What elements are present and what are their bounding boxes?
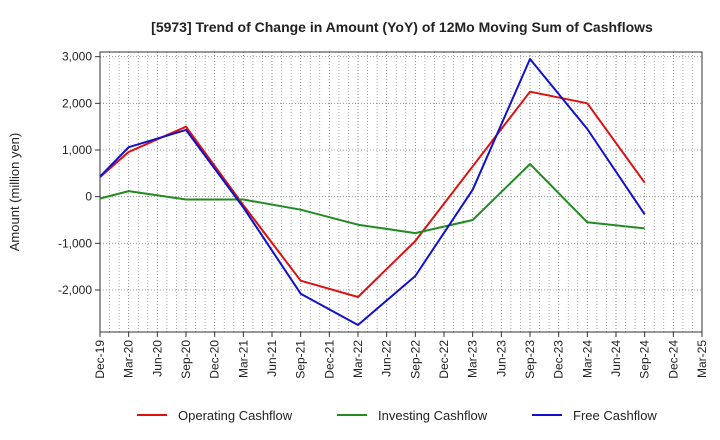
x-tick-label: Jun-23 [494,340,508,377]
legend-label: Investing Cashflow [378,408,488,423]
series-line [99,163,645,235]
plot-area: 3,000 2,000 1,000 0 -1,000 -2,000 Dec-19 Mar-20… [58,50,709,379]
y-tick-label: 2,000 [62,96,92,110]
y-tick-label: -1,000 [58,236,92,250]
x-tick-label: Sep-22 [408,340,422,379]
x-tick-label: Sep-24 [638,340,652,379]
y-tick-label: 1,000 [62,143,92,157]
x-tick-label: Jun-21 [265,340,279,377]
series-line [99,58,646,326]
x-tick-label: Jun-24 [609,340,623,377]
x-tick-label: Mar-22 [351,340,365,378]
x-tick-label: Sep-20 [179,340,193,379]
y-tick-label: 0 [85,190,92,204]
x-tick-label: Dec-24 [666,340,680,379]
x-tick-label: Mar-21 [236,340,250,378]
x-tick-label: Dec-21 [322,340,336,379]
legend-label: Operating Cashflow [178,408,293,423]
legend: Operating Cashflow Investing Cashflow Free… [137,408,657,423]
x-tick-label: Jun-22 [380,340,394,377]
x-tick-label: Dec-22 [437,340,451,379]
x-tick-label: Dec-20 [208,340,222,379]
y-tick-label: -2,000 [58,283,92,297]
legend-label: Free Cashflow [573,408,657,423]
x-tick-label: Sep-23 [523,340,537,379]
chart-title: [5973] Trend of Change in Amount (YoY) o… [151,19,653,35]
x-tick-label: Mar-23 [466,340,480,378]
series-line [99,90,646,298]
x-tick-label: Mar-24 [580,340,594,378]
x-tick-label: Mar-25 [695,340,709,378]
x-tick-label: Sep-21 [294,340,308,379]
plot-frame [99,51,703,333]
x-tick-label: Jun-20 [150,340,164,377]
y-axis-label: Amount (million yen) [7,133,22,252]
x-tick-label: Dec-23 [552,340,566,379]
x-tick-label: Mar-20 [122,340,136,378]
y-tick-label: 3,000 [62,50,92,64]
x-tick-label: Dec-19 [93,340,107,379]
